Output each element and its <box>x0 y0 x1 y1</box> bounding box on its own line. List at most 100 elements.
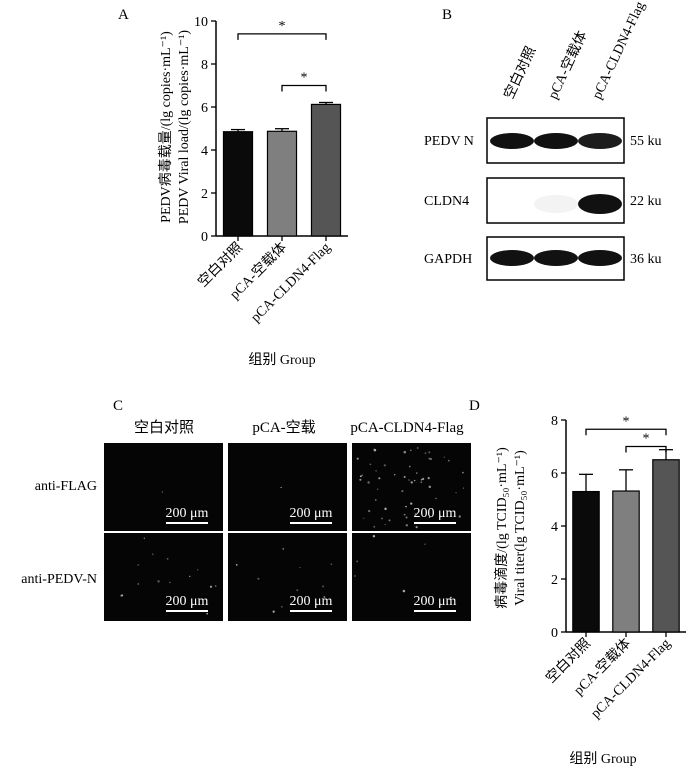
chart-a-significance-bracket-1 <box>237 33 327 40</box>
micro-speckle <box>330 563 333 566</box>
micro-speckle <box>197 569 199 571</box>
blot-band-pedv-n-cldn4 <box>578 133 622 149</box>
blot-row-label-gapdh: GAPDH <box>424 252 472 267</box>
micro-speckle <box>375 470 377 472</box>
micro-speckle <box>405 505 407 508</box>
micro-row-label-pedv-n: anti-PEDV-N <box>21 572 97 587</box>
micro-speckle <box>166 558 169 560</box>
micro-speckle <box>449 596 452 599</box>
micro-speckle <box>414 512 417 516</box>
chart-a-ytick-label: 4 <box>201 144 208 159</box>
micro-speckle <box>121 594 124 597</box>
micro-speckle <box>367 509 371 513</box>
blot-band-gapdh-control <box>490 250 534 266</box>
micro-speckle <box>408 479 410 481</box>
micro-speckle <box>322 585 325 588</box>
micro-speckle <box>427 476 430 480</box>
micro-speckle <box>416 447 419 449</box>
blot-lane-label-cldn4: pCA-CLDN4-Flag <box>590 0 648 102</box>
micro-speckle <box>401 490 404 493</box>
micro-speckle <box>405 524 409 527</box>
micro-speckle <box>359 478 362 481</box>
micro-speckle <box>462 487 465 489</box>
chart-d-significance-bracket-2 <box>625 445 667 453</box>
panel-label-c: C <box>113 398 123 414</box>
blot-band-cldn4-control <box>490 195 534 213</box>
blot-size-55ku: 55 ku <box>630 134 662 149</box>
micro-scale-bar-4 <box>166 610 208 612</box>
micro-row-label-flag: anti-FLAG <box>35 479 97 494</box>
micro-speckle <box>458 515 461 518</box>
micro-speckle <box>388 519 391 522</box>
micro-col-label-vector: pCA-空载 <box>252 419 315 436</box>
chart-a-ytick-label: 6 <box>201 101 208 116</box>
micro-image-1-1 <box>104 443 223 531</box>
micro-speckle <box>280 605 283 608</box>
micro-scale-label-2: 200 μm <box>290 506 333 521</box>
micro-speckle <box>209 585 213 588</box>
micro-scale-bar-5 <box>290 610 332 612</box>
chart-d-significance-star-2: * <box>643 432 650 447</box>
micro-speckle <box>356 457 359 460</box>
micro-speckle <box>381 517 383 520</box>
micro-speckle <box>428 485 432 489</box>
chart-a-ylabel-cn: PEDV病毒载量/(lg copies·mL⁻¹) <box>158 31 174 223</box>
blot-band-pedv-n-vector <box>534 133 578 149</box>
chart-d-xlabel: 组别 Group <box>569 751 636 767</box>
micro-col-label-cldn4: pCA-CLDN4-Flag <box>350 420 464 436</box>
micro-speckle <box>169 581 171 584</box>
micro-speckle <box>323 595 326 598</box>
micro-speckle <box>410 449 412 452</box>
micro-speckle <box>375 499 377 501</box>
micro-speckle <box>447 459 450 462</box>
micro-speckle <box>428 451 431 454</box>
micro-speckle <box>373 448 375 450</box>
chart-d-ytick-label: 6 <box>551 467 558 482</box>
micro-speckle <box>420 478 423 481</box>
micro-speckle <box>405 516 408 519</box>
micro-speckle <box>143 537 145 539</box>
micro-speckle <box>369 463 372 466</box>
micro-speckle <box>373 525 376 528</box>
micro-speckle <box>422 477 425 481</box>
micro-speckle <box>394 474 396 476</box>
micro-speckle <box>299 566 301 569</box>
blot-band-cldn4-cldn4 <box>578 194 622 214</box>
chart-a-bar-control <box>222 131 254 237</box>
panel-label-b: B <box>442 7 452 23</box>
micro-speckle <box>296 589 299 592</box>
micro-speckle <box>359 475 362 478</box>
micro-speckle <box>384 523 386 526</box>
chart-d-bar-control <box>572 490 600 633</box>
chart-d-ytick-label: 2 <box>551 573 558 588</box>
chart-d-significance-bracket-1 <box>585 428 667 436</box>
blot-size-36ku: 36 ku <box>630 252 662 267</box>
micro-speckle <box>428 516 431 519</box>
micro-speckle <box>455 491 457 494</box>
micro-speckle <box>424 452 427 454</box>
micro-speckle <box>206 612 209 615</box>
micro-speckle <box>151 553 154 556</box>
micro-speckle <box>214 585 217 587</box>
chart-d-bar-cldn4 <box>652 459 680 633</box>
micro-speckle <box>424 543 426 545</box>
chart-a-ytick-label: 10 <box>194 15 208 30</box>
chart-a-significance-bracket-2 <box>281 84 327 92</box>
micro-image-2-1 <box>104 533 223 621</box>
micro-speckle <box>403 450 407 454</box>
micro-scale-bar-1 <box>166 522 208 524</box>
micro-speckle <box>410 481 413 484</box>
micro-col-label-control: 空白对照 <box>134 419 194 436</box>
micro-speckle <box>280 486 282 489</box>
chart-a-bar-vector <box>266 130 298 237</box>
chart-d: 病毒滴度/(lg TCID₅₀·mL⁻¹) Viral titer(lg TCI… <box>493 414 686 767</box>
micro-scale-label-3: 200 μm <box>414 506 457 521</box>
chart-d-ytick-label: 0 <box>551 626 558 641</box>
micro-speckle <box>428 457 431 460</box>
blot-band-gapdh-cldn4 <box>578 250 622 266</box>
western-blot: 空白对照 pCA-空载体 pCA-CLDN4-Flag PEDV N CLDN4… <box>424 0 662 281</box>
micro-speckle <box>435 497 437 500</box>
chart-a-ytick-label: 0 <box>201 230 208 245</box>
micro-speckle <box>161 491 164 493</box>
micro-speckle <box>372 535 376 538</box>
